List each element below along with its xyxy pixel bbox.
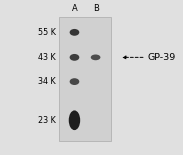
Text: 55 K: 55 K [38, 28, 56, 37]
Text: 43 K: 43 K [38, 53, 56, 62]
Text: 34 K: 34 K [38, 77, 56, 86]
Ellipse shape [70, 29, 79, 36]
Text: 23 K: 23 K [38, 116, 56, 125]
Ellipse shape [70, 78, 79, 85]
Ellipse shape [91, 54, 100, 60]
Text: B: B [93, 4, 98, 13]
FancyBboxPatch shape [59, 17, 111, 142]
Text: GP-39: GP-39 [147, 53, 176, 62]
Ellipse shape [70, 54, 79, 61]
Ellipse shape [69, 110, 80, 130]
Text: A: A [72, 4, 77, 13]
